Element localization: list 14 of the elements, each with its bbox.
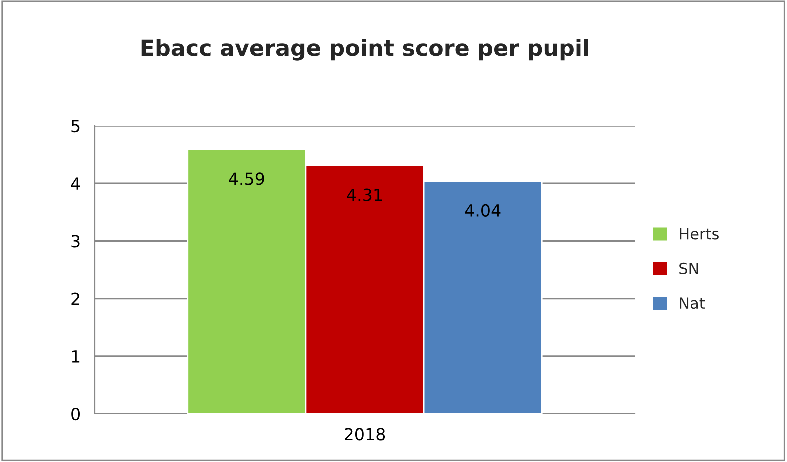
chart-title: Ebacc average point score per pupil (142, 39, 588, 61)
y-tick-label: 4 (71, 178, 80, 190)
legend-label: SN (680, 262, 698, 274)
y-tick-label: 1 (72, 350, 80, 363)
x-tick-label: 2018 (345, 428, 386, 441)
data-label: 4.59 (229, 172, 264, 186)
legend-label: Nat (680, 298, 706, 310)
y-tick-label: 0 (72, 408, 80, 421)
y-tick-label: 2 (72, 292, 80, 306)
y-tick-label: 5 (72, 120, 80, 133)
y-tick-label: 3 (72, 235, 80, 248)
legend-label: Herts (680, 228, 719, 240)
data-label: 4.04 (465, 204, 501, 217)
data-label: 4.31 (347, 188, 382, 202)
